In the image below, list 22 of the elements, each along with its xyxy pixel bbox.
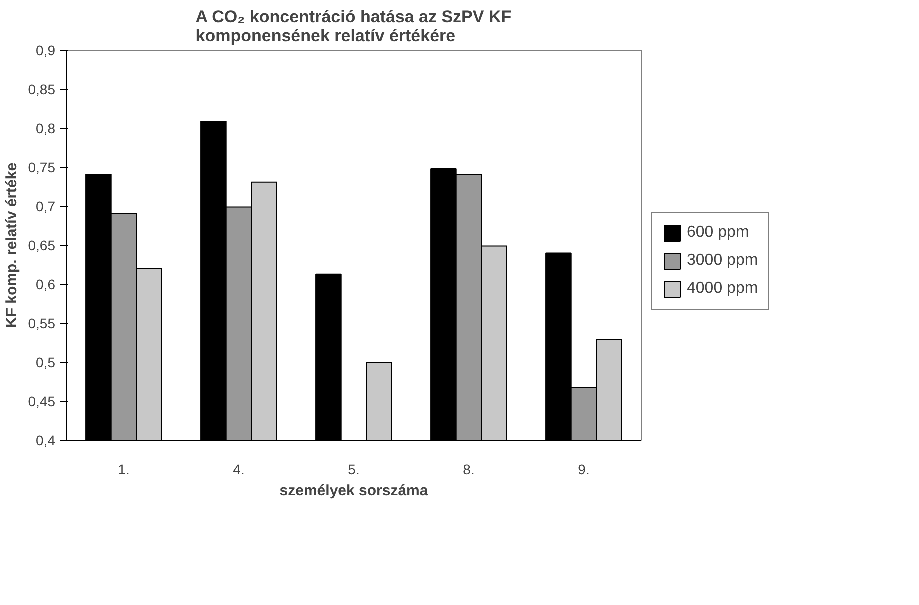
y-axis-title: KF komp. relatív értéke	[3, 162, 20, 328]
y-tick-label: 0,75	[28, 160, 56, 176]
y-tick-label: 0,65	[28, 238, 56, 254]
y-tick-label: 0,5	[36, 354, 56, 370]
x-axis-title: személyek sorszáma	[280, 482, 429, 500]
x-tick-label: 5.	[348, 462, 360, 478]
x-tick-label: 9.	[578, 462, 590, 478]
x-tick-label: 1.	[118, 462, 130, 478]
legend-label: 4000 ppm	[687, 280, 758, 298]
x-tick-label: 4.	[233, 462, 245, 478]
y-tick-label: 0,9	[36, 42, 56, 58]
y-tick-label: 0,85	[28, 82, 56, 98]
y-tick-label: 0,8	[36, 120, 56, 136]
y-tick-label: 0,7	[36, 198, 56, 214]
y-tick-label: 0,4	[36, 432, 56, 448]
legend-label: 600 ppm	[687, 224, 750, 242]
legend-label: 3000 ppm	[687, 252, 758, 270]
chart-title: A CO₂ koncentráció hatása az SzPV KF komponensének relatív értékére	[196, 8, 512, 46]
y-tick-label: 0,55	[28, 316, 56, 332]
x-tick-label: 8.	[463, 462, 475, 478]
y-tick-label: 0,45	[28, 394, 56, 410]
y-tick-label: 0,6	[36, 276, 56, 292]
